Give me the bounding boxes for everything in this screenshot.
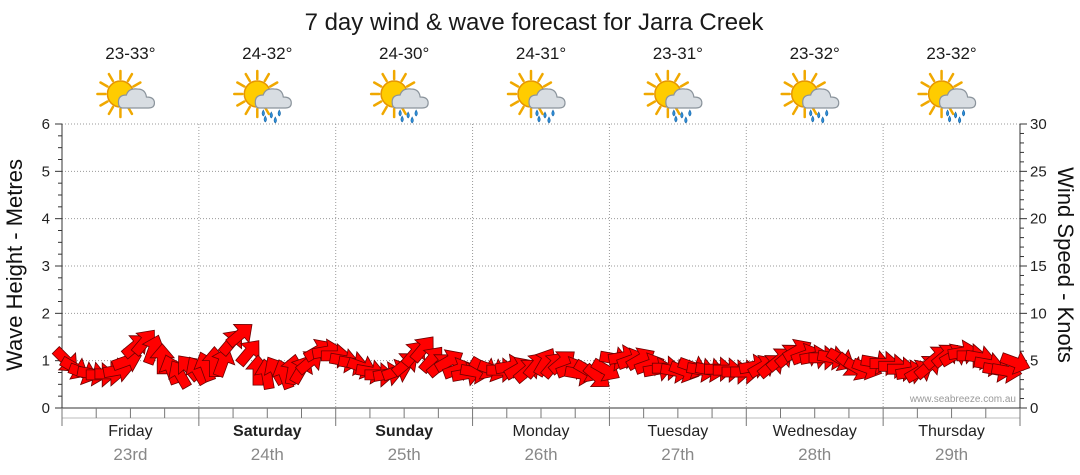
wind-arrow-point	[149, 343, 176, 375]
chart-axes: 0 1 2 3 4 5 6 0 5 10 15 20 25 30	[42, 116, 1047, 426]
y-right-tick-label: 30	[1030, 116, 1047, 133]
y-right-tick-label: 0	[1030, 400, 1038, 417]
day-name-label: Sunday	[375, 423, 433, 440]
day-name-label: Friday	[108, 423, 152, 440]
y-right-tick-label: 10	[1030, 305, 1047, 322]
sun-cloud-rain-icon	[506, 69, 566, 124]
y-left-tick-label: 2	[42, 305, 50, 322]
y-left-tick-label: 1	[42, 353, 50, 370]
y-right-tick-label: 5	[1030, 353, 1038, 370]
day-temperatures: 23-33° 24-32° 24-30° 24-31° 23-31° 23-32° 23-3…	[105, 44, 976, 63]
day-date-label: 24th	[251, 445, 284, 464]
day-temperature-range: 23-31°	[653, 44, 703, 63]
sun-cloud-icon	[96, 69, 156, 119]
day-date-label: 27th	[661, 445, 694, 464]
y-left-tick-label: 3	[42, 258, 50, 275]
day-date-label: 29th	[935, 445, 968, 464]
watermark: www.seabreeze.com.au	[909, 394, 1016, 405]
sun-cloud-rain-icon	[780, 69, 840, 124]
sun-cloud-rain-icon	[233, 69, 292, 124]
sun-cloud-rain-icon	[643, 69, 703, 124]
day-temperature-range: 23-33°	[105, 44, 155, 63]
day-date-label: 23rd	[113, 445, 147, 464]
y-axis-left-label: Wave Height - Metres	[2, 159, 27, 371]
day-name-label: Monday	[513, 423, 570, 440]
day-temperature-range: 23-32°	[790, 44, 840, 63]
day-temperature-range: 24-30°	[379, 44, 429, 63]
y-axis-right-label: Wind Speed - Knots	[1053, 167, 1078, 363]
y-left-tick-label: 4	[42, 211, 50, 228]
day-date-label: 25th	[388, 445, 421, 464]
day-temperature-range: 24-32°	[242, 44, 292, 63]
y-left-tick-label: 6	[42, 116, 50, 133]
day-name-label: Tuesday	[647, 423, 708, 440]
day-temperature-range: 23-32°	[926, 44, 976, 63]
sun-cloud-rain-icon	[369, 69, 429, 124]
x-axis-day-labels: Friday 23rd Saturday 24th Sunday 25th Monday 26…	[108, 423, 985, 464]
wind-arrows-series	[51, 323, 1031, 391]
day-name-label: Wednesday	[773, 423, 857, 440]
day-date-label: 28th	[798, 445, 831, 464]
day-name-label: Saturday	[233, 423, 302, 440]
day-date-label: 26th	[524, 445, 557, 464]
sun-cloud-rain-icon	[917, 69, 977, 124]
y-right-tick-label: 15	[1030, 258, 1047, 275]
chart-title: 7 day wind & wave forecast for Jarra Cre…	[305, 9, 765, 36]
weather-icons	[96, 69, 977, 124]
y-left-tick-label: 0	[42, 400, 50, 417]
wind-arrow-point	[225, 323, 253, 349]
day-temperature-range: 24-31°	[516, 44, 566, 63]
wind-arrow-point	[211, 346, 236, 378]
wind-arrow-point	[999, 350, 1031, 375]
day-name-label: Thursday	[918, 423, 985, 440]
y-left-tick-label: 5	[42, 163, 50, 180]
y-right-tick-label: 20	[1030, 211, 1047, 228]
y-right-tick-label: 25	[1030, 163, 1047, 180]
